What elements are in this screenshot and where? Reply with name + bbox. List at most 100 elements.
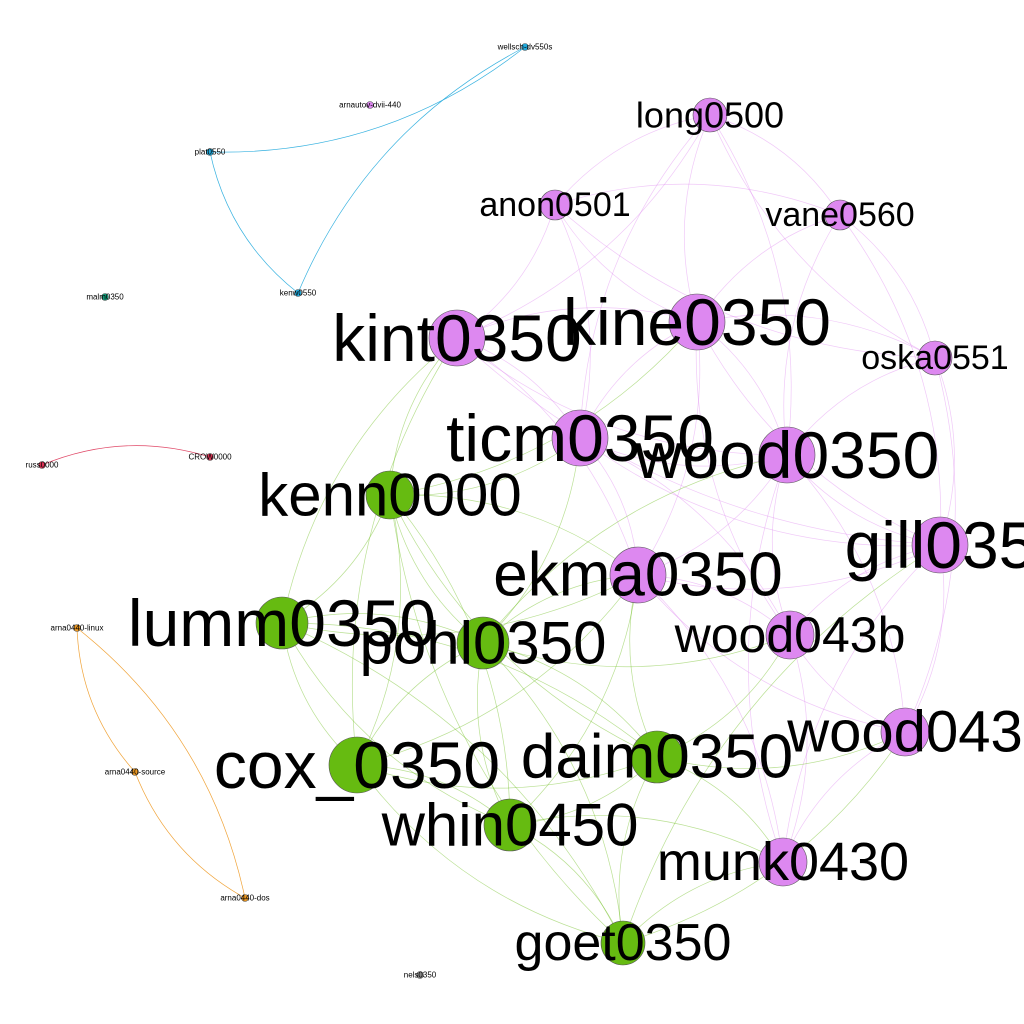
node-anon0501[interactable] bbox=[539, 189, 571, 221]
edge-arna0440-source-arna0440-dos bbox=[134, 771, 246, 899]
node-label-goet0350: goet0350 bbox=[515, 914, 732, 972]
node-ticm0350[interactable] bbox=[551, 409, 609, 467]
node-oska0551[interactable] bbox=[917, 340, 953, 376]
node-nels0350[interactable] bbox=[416, 971, 424, 979]
edge-long0500-ticm0350 bbox=[579, 114, 711, 439]
node-cox_0350[interactable] bbox=[328, 736, 386, 794]
edge-gill0350-ekma0350 bbox=[637, 544, 941, 590]
edge-anon0501-ticm0350 bbox=[554, 204, 591, 439]
node-whin0450[interactable] bbox=[483, 798, 537, 852]
edge-pohl0350-goet0350 bbox=[482, 642, 624, 944]
node-label-munk0430: munk0430 bbox=[657, 832, 909, 892]
node-label-lumm0350: lumm0350 bbox=[128, 586, 436, 660]
node-arna0440-linux[interactable] bbox=[73, 624, 81, 632]
node-label-wood043b: wood043b bbox=[674, 607, 906, 663]
node-kint0350[interactable] bbox=[428, 309, 486, 367]
edge-wellsch-dv550s-plat0550 bbox=[209, 46, 526, 153]
edge-wood043b-munk0430 bbox=[782, 634, 808, 863]
edge-kint0350-wood0350 bbox=[456, 337, 788, 456]
edge-pohl0350-wood0350 bbox=[482, 454, 788, 644]
edge-long0500-wood0350 bbox=[709, 114, 792, 456]
node-russ0000[interactable] bbox=[38, 461, 46, 469]
node-label-malm0350: malm0350 bbox=[86, 293, 124, 302]
node-wood043b[interactable] bbox=[765, 610, 815, 660]
edge-ekma0350-wood0430 bbox=[637, 574, 906, 733]
edge-cox_0350-kint0350 bbox=[351, 337, 458, 766]
edge-arna0440-linux-arna0440-source bbox=[76, 627, 136, 773]
node-wood0430[interactable] bbox=[880, 707, 930, 757]
edge-ticm0350-gill0350 bbox=[579, 437, 941, 547]
node-arna0440-dos[interactable] bbox=[241, 894, 249, 902]
node-label-wood0430: wood043 bbox=[786, 700, 1022, 765]
edge-wood0350-wood0430 bbox=[786, 454, 906, 733]
edge-whin0450-ekma0350 bbox=[509, 574, 639, 826]
node-label-kenn0000: kenn0000 bbox=[258, 462, 522, 529]
edge-wood0350-munk0430 bbox=[748, 454, 788, 863]
node-malm0350[interactable] bbox=[101, 293, 109, 301]
edge-kine0350-kint0350 bbox=[456, 307, 698, 339]
edge-daim0350-wood0430 bbox=[656, 731, 906, 769]
edge-kenn0000-ekma0350 bbox=[389, 494, 639, 576]
node-label-oska0551: oska0551 bbox=[861, 339, 1008, 377]
node-pohl0350[interactable] bbox=[456, 616, 510, 670]
labels-layer: long0500 anon0501 vane0560 kine0350kint0350… bbox=[26, 43, 1024, 980]
node-label-arna0440-linux: arna0440-linux bbox=[51, 624, 104, 633]
edge-whin0450-munk0430 bbox=[509, 815, 784, 863]
node-label-kine0350: kine0350 bbox=[563, 285, 831, 359]
edge-ekma0350-munk0430 bbox=[637, 574, 784, 863]
node-long0500[interactable] bbox=[692, 97, 728, 133]
node-ekma0350[interactable] bbox=[609, 546, 667, 604]
node-label-wellsch-dv550s: wellsch-dv550s bbox=[497, 43, 553, 52]
node-vane0560[interactable] bbox=[824, 199, 856, 231]
node-daim0350[interactable] bbox=[630, 730, 684, 784]
node-label-plat0550: plat0550 bbox=[195, 148, 226, 157]
edge-arna0440-linux-arna0440-dos bbox=[76, 627, 246, 899]
node-CROW0000[interactable] bbox=[206, 453, 214, 461]
nodes-layer bbox=[38, 43, 969, 979]
edge-anon0501-vane0560 bbox=[554, 183, 841, 216]
node-label-pohl0350: pohl0350 bbox=[360, 610, 607, 677]
node-label-vane0560: vane0560 bbox=[765, 196, 914, 234]
edge-long0500-oska0551 bbox=[709, 114, 936, 359]
node-label-whin0450: whin0450 bbox=[381, 792, 639, 859]
edge-kine0350-wood043b bbox=[695, 321, 791, 636]
edge-lumm0350-whin0450 bbox=[281, 622, 511, 826]
edge-anon0501-oska0551 bbox=[554, 204, 936, 359]
edges-layer bbox=[41, 46, 956, 944]
edge-goet0350-gill0350 bbox=[622, 544, 941, 944]
edge-vane0560-wood0350 bbox=[783, 214, 841, 456]
node-munk0430[interactable] bbox=[758, 837, 808, 887]
node-plat0550[interactable] bbox=[206, 148, 214, 156]
edge-long0500-kint0350 bbox=[456, 114, 711, 339]
edge-gill0350-munk0430 bbox=[782, 544, 941, 863]
node-label-anon0501: anon0501 bbox=[479, 186, 630, 224]
node-wellsch-dv550s[interactable] bbox=[521, 43, 529, 51]
node-kenn0000[interactable] bbox=[365, 470, 415, 520]
edge-long0500-vane0560 bbox=[709, 114, 841, 216]
edge-russ0000-CROW0000 bbox=[41, 445, 211, 466]
edge-cox_0350-ekma0350 bbox=[356, 574, 639, 766]
node-gill0350[interactable] bbox=[911, 516, 969, 574]
edge-lumm0350-kint0350 bbox=[281, 337, 458, 624]
node-label-CROW0000: CROW0000 bbox=[188, 453, 232, 462]
edge-cox_0350-daim0350 bbox=[356, 756, 658, 789]
node-kine0350[interactable] bbox=[668, 293, 726, 351]
edge-kenn0000-goet0350 bbox=[389, 494, 624, 944]
edge-ticm0350-wood043b bbox=[579, 437, 791, 636]
node-label-russ0000: russ0000 bbox=[26, 461, 59, 470]
node-kenw0550[interactable] bbox=[294, 289, 302, 297]
node-arna0440-source[interactable] bbox=[131, 768, 139, 776]
node-arnautov-dvii-440[interactable] bbox=[366, 101, 374, 109]
edge-vane0560-oska0551 bbox=[839, 214, 936, 359]
node-lumm0350[interactable] bbox=[255, 596, 309, 650]
node-label-gill0350: gill035 bbox=[845, 508, 1024, 582]
node-goet0350[interactable] bbox=[600, 920, 646, 966]
edge-kine0350-oska0551 bbox=[696, 314, 936, 359]
node-wood0350[interactable] bbox=[758, 426, 816, 484]
node-label-wood0350: wood0350 bbox=[634, 418, 940, 492]
edge-kenn0000-cox_0350 bbox=[356, 494, 401, 766]
node-label-ticm0350: ticm0350 bbox=[446, 401, 714, 475]
edge-kine0350-ekma0350 bbox=[637, 321, 701, 576]
node-label-long0500: long0500 bbox=[636, 95, 784, 136]
